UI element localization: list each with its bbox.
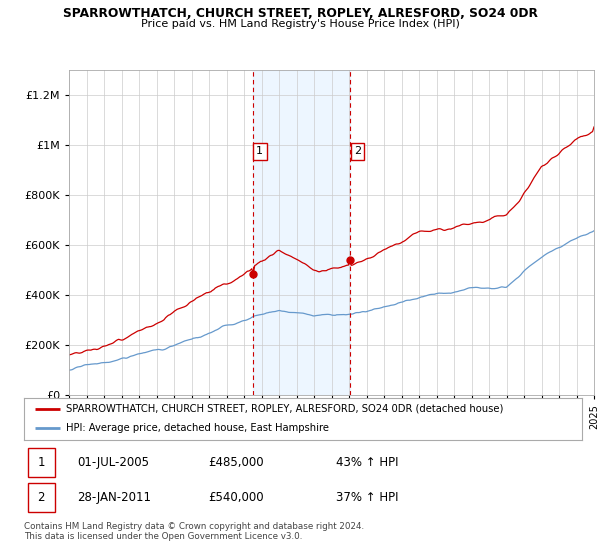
- Text: 28-JAN-2011: 28-JAN-2011: [77, 491, 151, 504]
- Text: 43% ↑ HPI: 43% ↑ HPI: [337, 456, 399, 469]
- Text: SPARROWTHATCH, CHURCH STREET, ROPLEY, ALRESFORD, SO24 0DR: SPARROWTHATCH, CHURCH STREET, ROPLEY, AL…: [62, 7, 538, 20]
- Text: Price paid vs. HM Land Registry's House Price Index (HPI): Price paid vs. HM Land Registry's House …: [140, 19, 460, 29]
- FancyBboxPatch shape: [28, 449, 55, 477]
- Text: £485,000: £485,000: [208, 456, 264, 469]
- FancyBboxPatch shape: [28, 483, 55, 512]
- Text: 1: 1: [38, 456, 45, 469]
- Text: 2: 2: [38, 491, 45, 504]
- Text: HPI: Average price, detached house, East Hampshire: HPI: Average price, detached house, East…: [66, 423, 329, 433]
- Text: Contains HM Land Registry data © Crown copyright and database right 2024.
This d: Contains HM Land Registry data © Crown c…: [24, 522, 364, 542]
- Text: 1: 1: [256, 146, 263, 156]
- Text: 2: 2: [354, 146, 361, 156]
- Bar: [253, 70, 350, 395]
- Text: 37% ↑ HPI: 37% ↑ HPI: [337, 491, 399, 504]
- Text: £540,000: £540,000: [208, 491, 264, 504]
- Text: SPARROWTHATCH, CHURCH STREET, ROPLEY, ALRESFORD, SO24 0DR (detached house): SPARROWTHATCH, CHURCH STREET, ROPLEY, AL…: [66, 404, 503, 414]
- Text: 01-JUL-2005: 01-JUL-2005: [77, 456, 149, 469]
